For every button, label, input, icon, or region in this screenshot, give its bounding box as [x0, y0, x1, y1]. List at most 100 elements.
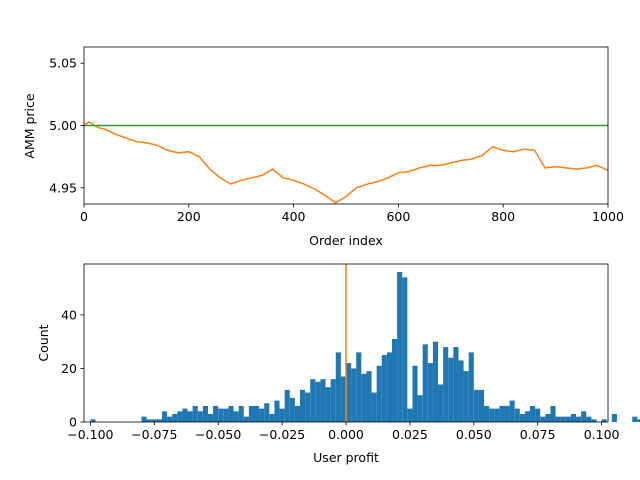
histogram-bar [177, 411, 183, 422]
top-y-tick-label: 5.00 [49, 118, 77, 133]
histogram-bar [443, 347, 449, 422]
histogram-bar [386, 352, 393, 422]
histogram-bar [478, 389, 485, 422]
top-x-tick-label: 1000 [592, 209, 624, 224]
histogram-bar [284, 389, 290, 422]
histogram-bar [269, 413, 275, 422]
histogram-bar [530, 405, 536, 422]
bottom-x-tick-label: −0.100 [67, 427, 113, 442]
histogram-bar [432, 341, 439, 422]
histogram-bar [315, 381, 321, 422]
histogram-bar [601, 419, 607, 422]
bottom-y-axis-label: Count [36, 324, 51, 361]
histogram-bar [545, 413, 551, 422]
histogram-bar [550, 405, 556, 422]
bottom-x-tick-label: 0.000 [328, 427, 364, 442]
price-series-group [83, 120, 609, 204]
histogram-bar [243, 416, 249, 422]
bottom-x-tick-label: 0.050 [456, 427, 492, 442]
histogram-bar [484, 405, 490, 422]
histogram-bar [560, 416, 566, 422]
top-y-tick-label: 5.05 [49, 56, 77, 71]
histogram-bar [340, 376, 346, 422]
histogram-bar [524, 411, 531, 422]
bottom-x-tick-label: −0.050 [195, 427, 241, 442]
histogram-bar [489, 408, 495, 422]
bottom-x-tick-label: −0.025 [259, 427, 305, 442]
histogram-bar [202, 405, 208, 422]
histogram-bar [320, 379, 326, 422]
histogram-bar [576, 416, 582, 422]
histogram-bar [141, 416, 147, 422]
top-x-tick-label: 400 [282, 209, 306, 224]
histogram-bar [463, 371, 469, 422]
histogram-bar [207, 413, 214, 422]
bottom-x-tick-label: 0.100 [584, 427, 620, 442]
histogram-bar [555, 416, 561, 422]
histogram-bar [294, 405, 300, 422]
bottom-x-tick-label: 0.025 [392, 427, 428, 442]
histogram-bar [356, 352, 362, 422]
histogram-bar [509, 400, 515, 422]
histogram-bar [330, 379, 336, 422]
histogram-bar [453, 347, 459, 422]
histogram-bar [325, 387, 331, 422]
histogram-bar [228, 405, 234, 422]
histogram-bar [540, 416, 546, 422]
histogram-bar [253, 405, 260, 422]
price-series-line-0 [83, 120, 609, 204]
histogram-bar [448, 357, 454, 422]
histogram-bar [223, 408, 229, 422]
histogram-bar [192, 405, 198, 422]
histogram-bar [392, 338, 398, 422]
histogram-bar [468, 352, 474, 422]
histogram-bar [146, 419, 152, 422]
top-x-ticks: 0 200 400 600 800 1000 [80, 204, 624, 224]
histogram-bar [310, 379, 316, 422]
histogram-bar [167, 416, 173, 422]
histogram-bar [397, 272, 403, 422]
top-x-tick-label: 200 [177, 209, 201, 224]
top-y-tick-label: 4.95 [49, 180, 77, 195]
histogram-bar [361, 373, 367, 422]
bottom-x-axis-label: User profit [313, 450, 379, 465]
histogram-bar [407, 408, 413, 422]
histogram-bar [519, 413, 525, 422]
histogram-bar [438, 384, 444, 422]
histogram-bar [504, 405, 510, 422]
histogram-bar [417, 395, 423, 422]
user-profit-histogram: −0.100 −0.075 −0.050 −0.025 0.000 0.025 0.050 0… [36, 263, 640, 465]
histogram-bar [381, 355, 387, 422]
histogram-bar [632, 416, 638, 422]
bottom-x-ticks: −0.100 −0.075 −0.050 −0.025 0.000 0.025 0.050 0… [67, 422, 620, 442]
top-y-axis-label: AMM price [22, 93, 37, 159]
histogram-bar [238, 405, 244, 422]
histogram-bar [90, 419, 96, 422]
histogram-bar [581, 411, 587, 422]
histogram-bar [376, 365, 382, 422]
histogram-bar [151, 419, 157, 422]
histogram-bar [412, 365, 418, 422]
amm-price-chart: 0 200 400 600 800 1000 4.95 5.00 5.05 Order ind… [22, 46, 624, 248]
histogram-bar [182, 408, 188, 422]
histogram-bar [248, 405, 254, 422]
histogram-bar [473, 389, 479, 422]
histogram-bar [197, 411, 203, 422]
histogram-bar [279, 408, 285, 422]
bottom-y-ticks: 0 20 40 [61, 307, 84, 430]
histogram-bar [565, 416, 571, 422]
histogram-bar [187, 411, 193, 422]
histogram-bar [586, 416, 592, 422]
histogram-bar [371, 392, 377, 422]
histogram-bar [637, 419, 640, 422]
histogram-bar [156, 419, 162, 422]
histogram-bar [289, 397, 295, 422]
histogram-bar [346, 363, 352, 422]
histogram-bar [402, 277, 408, 422]
histogram-bar [514, 408, 520, 422]
top-y-ticks: 4.95 5.00 5.05 [49, 56, 84, 195]
histogram-bar [422, 344, 428, 422]
histogram-bar [161, 411, 168, 422]
histogram-bar [233, 411, 239, 422]
histogram-bar [172, 413, 178, 422]
